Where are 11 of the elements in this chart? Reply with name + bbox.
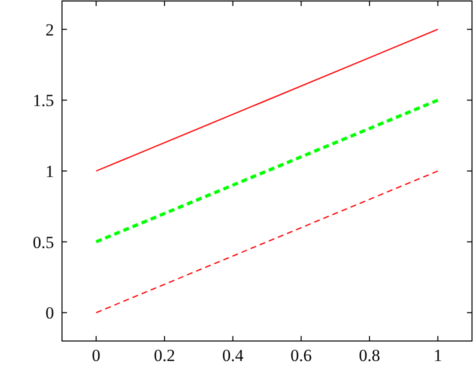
y-tick-label: 0.5 xyxy=(32,232,54,252)
x-tick-label: 0 xyxy=(92,346,100,365)
y-tick-label: 2 xyxy=(46,20,54,40)
y-tick-label: 1 xyxy=(46,162,54,181)
y-tick-label: 1.5 xyxy=(32,91,54,110)
y-tick-label: 0 xyxy=(46,304,54,323)
x-tick-label: 0.2 xyxy=(154,346,176,365)
x-tick-label: 0.8 xyxy=(358,346,380,365)
x-tick-label: 0.6 xyxy=(290,346,312,365)
x-tick-label: 0.4 xyxy=(222,346,244,365)
x-tick-label: 1 xyxy=(434,346,442,365)
